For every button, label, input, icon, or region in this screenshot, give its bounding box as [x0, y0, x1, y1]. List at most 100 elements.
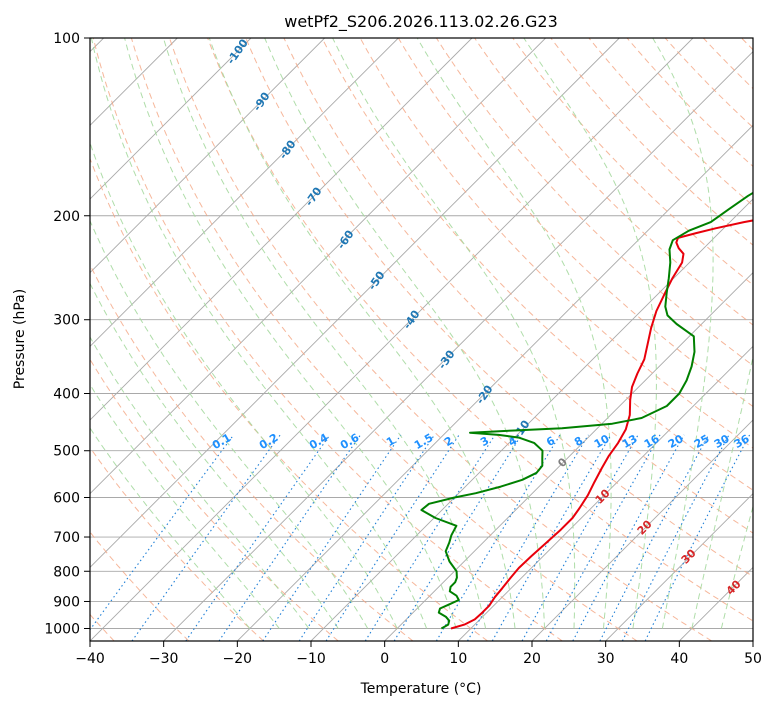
isotherm-line — [90, 38, 473, 421]
moist-adiabat-line — [90, 336, 310, 629]
dry-adiabat-line — [321, 38, 753, 491]
mixing-ratio-line — [644, 434, 751, 641]
mixing-ratio-label: 30 — [712, 432, 732, 451]
moist-adiabat-label: 20 — [635, 517, 655, 537]
dry-adiabat-line — [474, 38, 753, 326]
moist-adiabat-line — [90, 427, 251, 629]
mixing-ratio-label: 0.2 — [257, 431, 280, 452]
dry-adiabat-line — [664, 38, 753, 129]
dry-adiabat-line — [207, 38, 753, 622]
dry-adiabat-line — [90, 263, 414, 641]
y-tick-label: 200 — [53, 209, 80, 225]
mixing-ratio-label: 3 — [478, 434, 491, 449]
x-tick-label: 50 — [744, 651, 762, 667]
temperature-line — [450, 219, 753, 630]
x-tick-label: 30 — [597, 651, 615, 667]
x-tick-label: −40 — [75, 651, 105, 667]
x-tick-label: −10 — [296, 651, 326, 667]
dewpoint-line — [420, 191, 753, 630]
moist-adiabat-label: 30 — [679, 546, 699, 566]
y-axis-label: Pressure (hPa) — [12, 289, 28, 389]
isotherm-line — [752, 640, 753, 641]
moist-adiabat-line — [90, 282, 339, 629]
mixing-ratio-line — [185, 434, 331, 641]
moist-adiabat-line — [691, 354, 753, 629]
moist-adiabat-line — [90, 383, 280, 629]
mixing-ratio-label: 36 — [732, 432, 752, 451]
isotherm-line — [605, 493, 753, 641]
mixing-ratio-line — [218, 434, 361, 641]
mixing-ratio-line — [393, 434, 522, 641]
isotherm-line — [531, 419, 753, 641]
moist-adiabat-label: 40 — [724, 577, 744, 597]
x-tick-label: 10 — [449, 651, 467, 667]
dry-adiabat-line — [169, 38, 712, 641]
moist-adiabat-line — [90, 38, 428, 629]
dry-adiabat-line — [245, 38, 753, 578]
isotherm-line — [90, 38, 620, 568]
x-tick-label: −30 — [149, 651, 179, 667]
dry-adiabat-label: -60 — [335, 228, 357, 252]
mixing-ratio-label: 0.1 — [210, 431, 233, 452]
moist-adiabat-line — [416, 38, 612, 629]
x-axis: −40 −30 −20 −10 0 10 20 30 40 50 — [75, 641, 762, 667]
mixing-ratio-line — [572, 434, 685, 641]
isotherm-line — [90, 38, 252, 200]
dry-adiabat-line — [588, 38, 753, 207]
dry-adiabat-line — [90, 446, 264, 641]
isotherm-line — [458, 345, 753, 641]
moist-adiabat-line — [523, 38, 657, 629]
moist-adiabat-line — [90, 141, 398, 629]
y-axis: 100 200 300 400 500 600 700 800 900 1000 — [44, 31, 90, 637]
isotherm-line — [90, 38, 546, 495]
y-tick-label: 800 — [53, 564, 80, 580]
y-tick-label: 900 — [53, 594, 80, 610]
mixing-ratio-line — [131, 434, 281, 641]
dry-adiabat-line — [90, 157, 488, 641]
dry-adiabat-line — [435, 38, 753, 367]
isotherm-line — [384, 272, 753, 641]
mixing-ratio-label: 2 — [442, 434, 455, 449]
y-tick-label: 500 — [53, 444, 80, 460]
moist-adiabat-line — [124, 38, 457, 629]
mixing-ratio-line — [364, 434, 496, 641]
mixing-ratio-line — [599, 434, 710, 641]
moist-adiabat-line — [720, 504, 753, 629]
dry-adiabat-line — [130, 38, 638, 641]
x-tick-label: 20 — [523, 651, 541, 667]
x-tick-label: 40 — [670, 651, 688, 667]
mixing-ratio-label: 8 — [572, 434, 585, 449]
moist-adiabat-line — [208, 38, 516, 629]
dry-adiabat-line — [92, 38, 563, 641]
isotherm-line — [90, 38, 325, 274]
y-tick-label: 700 — [53, 530, 80, 546]
y-tick-label: 100 — [53, 31, 80, 47]
mixing-ratio-line — [262, 434, 402, 641]
y-tick-label: 600 — [53, 490, 80, 506]
mixing-ratio-line — [491, 434, 612, 641]
y-tick-label: 300 — [53, 313, 80, 329]
dry-adiabat-line — [741, 38, 753, 51]
x-axis-label: Temperature (°C) — [360, 681, 482, 697]
background-lines — [90, 38, 753, 641]
mixing-ratio-line — [521, 434, 639, 641]
mixing-ratio-label: 6 — [544, 434, 557, 449]
moist-adiabat-line — [162, 38, 487, 629]
profile-lines — [420, 191, 753, 630]
mixing-ratio-line — [621, 434, 730, 641]
moist-adiabat-line — [264, 38, 545, 629]
mixing-ratio-line — [467, 434, 589, 641]
chart-title: wetPf2_S206.2026.113.02.26.G23 — [284, 12, 558, 32]
dry-adiabat-line — [283, 38, 753, 534]
y-tick-label: 400 — [53, 387, 80, 403]
moist-adiabat-line — [652, 38, 714, 629]
mixing-ratio-label: 16 — [642, 432, 662, 451]
dry-adiabat-label: -30 — [436, 348, 458, 372]
mixing-ratio-label: 0.6 — [338, 431, 362, 452]
x-tick-label: −20 — [223, 651, 253, 667]
isotherm-line — [90, 38, 399, 347]
y-tick-label: 1000 — [44, 621, 80, 637]
x-tick-label: 0 — [380, 651, 389, 667]
dry-adiabat-line — [702, 38, 753, 90]
